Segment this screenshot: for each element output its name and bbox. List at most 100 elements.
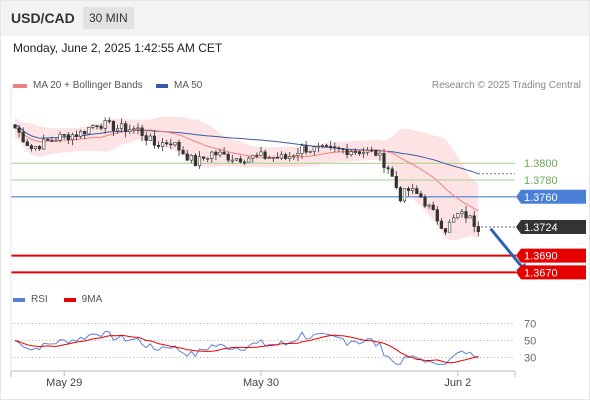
forecast-arrow-shaft: [489, 227, 526, 271]
candle-body: [259, 151, 263, 156]
candle-body: [304, 145, 308, 153]
level-label: 1.3724: [524, 222, 558, 234]
candle: [218, 148, 222, 158]
candle: [275, 152, 280, 159]
candle-body: [124, 123, 128, 133]
candle: [267, 155, 271, 159]
candle-body: [361, 152, 366, 155]
candle-body: [132, 128, 136, 131]
candle: [439, 218, 444, 230]
candle: [169, 138, 173, 150]
candle-body: [91, 125, 95, 128]
candle: [390, 166, 394, 177]
ma50-line: [14, 124, 479, 175]
x-tick-label: May 29: [46, 377, 82, 389]
candle-body: [21, 132, 25, 143]
ma9-label: 9MA: [81, 294, 103, 305]
candle-body: [234, 158, 239, 161]
candle: [132, 125, 136, 134]
candle: [173, 141, 177, 148]
candle-body: [140, 127, 144, 136]
candles: [13, 117, 480, 237]
candle: [324, 143, 329, 148]
candle: [103, 117, 107, 134]
candle-body: [79, 130, 83, 137]
candle: [255, 152, 259, 159]
candle-body: [62, 134, 66, 136]
level-label: 1.3760: [524, 192, 558, 204]
candle: [95, 125, 99, 130]
candle: [230, 154, 234, 164]
candle-body: [115, 128, 120, 132]
candle: [411, 183, 415, 195]
candle-body: [128, 129, 132, 133]
candle-body: [320, 145, 325, 147]
candle: [156, 141, 161, 149]
candle: [337, 146, 341, 153]
candle-body: [452, 217, 456, 223]
candle: [115, 124, 120, 134]
candle-body: [333, 146, 337, 149]
candle-body: [435, 209, 439, 222]
legend-ma20: MA 20 + Bollinger Bands: [13, 80, 143, 91]
candle-body: [476, 226, 480, 233]
candle-body: [177, 141, 181, 151]
candle: [247, 156, 251, 163]
candle-body: [37, 146, 42, 150]
candle: [83, 130, 87, 140]
candle: [222, 147, 226, 156]
rsi-legend: RSI 9MA: [13, 294, 102, 305]
level-tag-pivot: 1.3760: [516, 189, 586, 204]
candle: [29, 143, 34, 152]
candle: [33, 145, 38, 151]
candle: [140, 124, 144, 142]
candle: [210, 150, 214, 163]
candle: [329, 140, 333, 151]
candle-body: [349, 151, 353, 155]
candle: [435, 206, 439, 225]
candle: [423, 194, 427, 208]
candle: [87, 126, 91, 135]
candle: [357, 151, 362, 157]
level-tag-bg: [516, 189, 586, 204]
candle: [165, 139, 169, 147]
timestamp: Monday, June 2, 2025 1:42:55 AM CET: [13, 41, 223, 55]
candle-body: [292, 155, 296, 157]
candle: [394, 171, 398, 190]
candle-body: [58, 134, 62, 141]
rsi-level-label: 30: [524, 353, 536, 365]
candle: [378, 151, 382, 161]
ma20-line: [14, 127, 479, 212]
credit-text: Research © 2025 Trading Central: [431, 80, 581, 91]
candle-body: [152, 135, 157, 146]
candle-body: [337, 147, 341, 150]
candle: [406, 186, 411, 197]
candle: [62, 134, 66, 140]
candle-body: [251, 154, 255, 159]
candle-body: [423, 196, 427, 207]
candle: [234, 158, 239, 162]
candle-body: [468, 215, 472, 219]
candle-body: [378, 152, 382, 156]
interval-badge[interactable]: 30 MIN: [83, 7, 134, 29]
candle: [152, 130, 157, 149]
candle: [111, 120, 115, 137]
candle: [50, 136, 54, 142]
candle-body: [107, 120, 111, 122]
candle: [349, 149, 353, 157]
candle: [292, 154, 296, 160]
candle-body: [111, 120, 115, 132]
candle-body: [427, 204, 431, 207]
candle-body: [17, 127, 21, 133]
bollinger-band: [15, 116, 479, 241]
candle-body: [144, 135, 148, 141]
candle-body: [103, 120, 107, 129]
candle-body: [50, 140, 54, 142]
candle: [21, 127, 25, 143]
candle-body: [210, 151, 214, 159]
candle-body: [308, 150, 312, 153]
candle-body: [70, 134, 74, 141]
candle: [345, 143, 349, 159]
candle-body: [169, 143, 173, 146]
